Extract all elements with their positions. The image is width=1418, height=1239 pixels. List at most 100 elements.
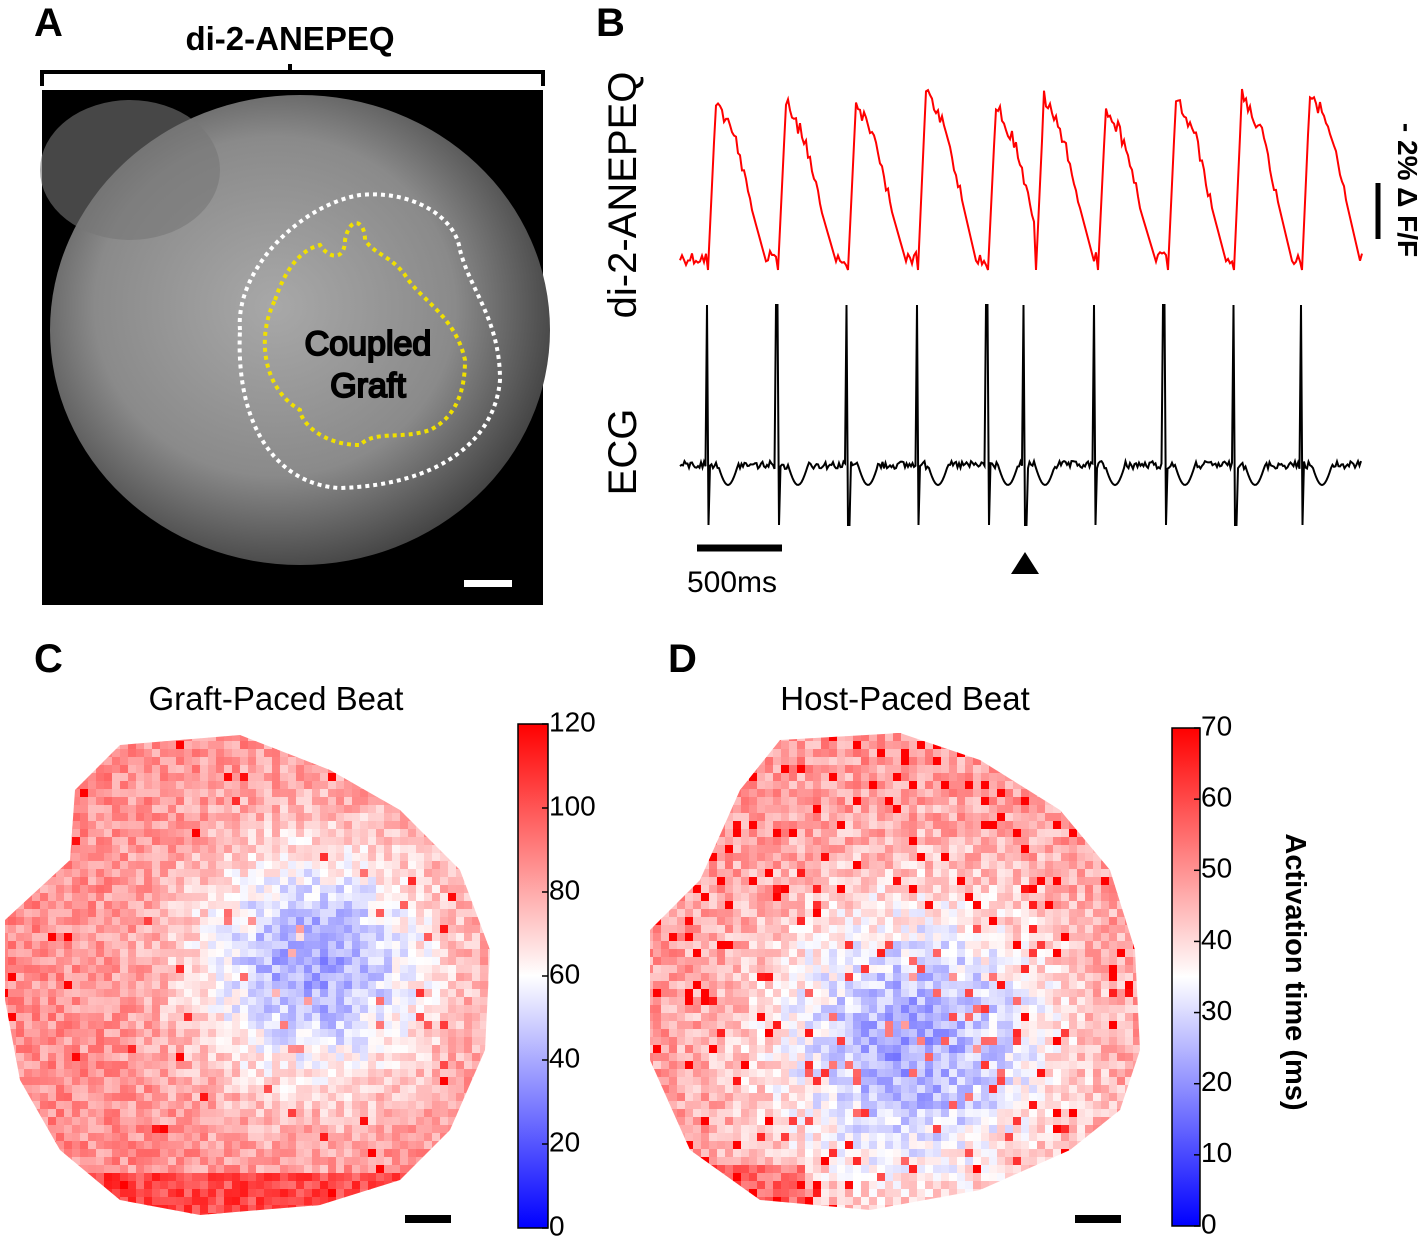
heatmap-cell — [200, 813, 209, 822]
heatmap-cell — [128, 1181, 137, 1190]
heatmap-cell — [424, 749, 433, 758]
heatmap-cell — [1061, 781, 1070, 790]
heatmap-cell — [224, 1021, 233, 1030]
heatmap-cell — [789, 789, 798, 798]
heatmap-cell — [192, 765, 201, 774]
heatmap-cell — [448, 1037, 457, 1046]
heatmap-cell — [1069, 853, 1078, 862]
heatmap-cell — [376, 949, 385, 958]
heatmap-cell — [328, 1173, 337, 1182]
heatmap-cell — [168, 861, 177, 870]
heatmap-cell — [104, 1173, 113, 1182]
heatmap-cell — [464, 965, 473, 974]
heatmap-cell — [32, 829, 41, 838]
heatmap-cell — [448, 1149, 457, 1158]
heatmap-cell — [168, 965, 177, 974]
heatmap-cell — [1053, 733, 1062, 742]
heatmap-cell — [32, 933, 41, 942]
heatmap-cell — [1029, 765, 1038, 774]
heatmap-cell — [472, 997, 481, 1006]
heatmap-cell — [320, 725, 329, 734]
heatmap-cell — [96, 741, 105, 750]
heatmap-cell — [368, 1101, 377, 1110]
heatmap-cell — [288, 789, 297, 798]
heatmap-cell — [432, 989, 441, 998]
heatmap-cell — [32, 1157, 41, 1166]
heatmap-cell — [877, 837, 886, 846]
heatmap-cell — [344, 989, 353, 998]
heatmap-cell — [288, 917, 297, 926]
heatmap-cell — [304, 925, 313, 934]
heatmap-cell — [1101, 805, 1110, 814]
heatmap-cell — [320, 989, 329, 998]
heatmap-cell — [376, 917, 385, 926]
heatmap-cell — [464, 781, 473, 790]
heatmap-cell — [64, 829, 73, 838]
heatmap-cell — [344, 1053, 353, 1062]
heatmap-cell — [360, 901, 369, 910]
heatmap-cell — [288, 1117, 297, 1126]
heatmap-cell — [741, 789, 750, 798]
heatmap-cell — [384, 1197, 393, 1206]
heatmap-cell — [440, 949, 449, 958]
heatmap-cell — [368, 1181, 377, 1190]
heatmap-cell — [336, 989, 345, 998]
heatmap-cell — [344, 1213, 353, 1215]
heatmap-cell — [488, 797, 490, 806]
heatmap-cell — [360, 741, 369, 750]
heatmap-cell — [168, 765, 177, 774]
heatmap-cell — [424, 1101, 433, 1110]
heatmap-cell — [32, 901, 41, 910]
heatmap-cell — [424, 781, 433, 790]
heatmap-cell — [192, 1093, 201, 1102]
heatmap-cell — [344, 829, 353, 838]
heatmap-cell — [168, 1205, 177, 1214]
heatmap-cell — [424, 1077, 433, 1086]
heatmap-cell — [392, 965, 401, 974]
heatmap-cell — [16, 909, 25, 918]
heatmap-cell — [360, 861, 369, 870]
heatmap-cell — [200, 877, 209, 886]
heatmap-cell — [376, 845, 385, 854]
heatmap-cell — [661, 773, 670, 782]
heart-detail — [40, 100, 220, 240]
heatmap-cell — [909, 789, 918, 798]
heatmap-cell — [280, 957, 289, 966]
heatmap-cell — [32, 845, 41, 854]
heatmap-cell — [1109, 741, 1118, 750]
heatmap-cell — [272, 789, 281, 798]
heatmap-cell — [773, 749, 782, 758]
heatmap-cell — [96, 1085, 105, 1094]
heatmap-cell — [480, 781, 489, 790]
heatmap-cell — [192, 1045, 201, 1054]
heatmap-cell — [312, 1213, 321, 1215]
heatmap-cell — [368, 1093, 377, 1102]
heatmap-cell — [432, 845, 441, 854]
heatmap-cell — [781, 749, 790, 758]
heatmap-cell — [280, 997, 289, 1006]
heatmap-cell — [96, 949, 105, 958]
heatmap-cell — [424, 965, 433, 974]
heatmap-cell — [440, 933, 449, 942]
heatmap-cell — [224, 1037, 233, 1046]
heatmap-cell — [80, 1109, 89, 1118]
heatmap-cell — [48, 901, 57, 910]
heatmap-cell — [749, 741, 758, 750]
heatmap-cell — [408, 901, 417, 910]
heatmap-cell — [312, 925, 321, 934]
heatmap-cell — [464, 893, 473, 902]
heatmap-cell — [144, 1109, 153, 1118]
heatmap-cell — [709, 797, 718, 806]
heatmap-cell — [845, 829, 854, 838]
heatmap-cell — [24, 789, 33, 798]
heatmap-cell — [1125, 749, 1134, 758]
heatmap-cell — [176, 1093, 185, 1102]
heatmap-cell — [1069, 861, 1078, 870]
heatmap-cell — [184, 973, 193, 982]
heatmap-cell — [32, 965, 41, 974]
heatmap-cell — [5, 805, 9, 814]
heatmap-cell — [344, 837, 353, 846]
heatmap-cell — [32, 1181, 41, 1190]
heatmap-cell — [112, 997, 121, 1006]
heatmap-cell — [104, 901, 113, 910]
